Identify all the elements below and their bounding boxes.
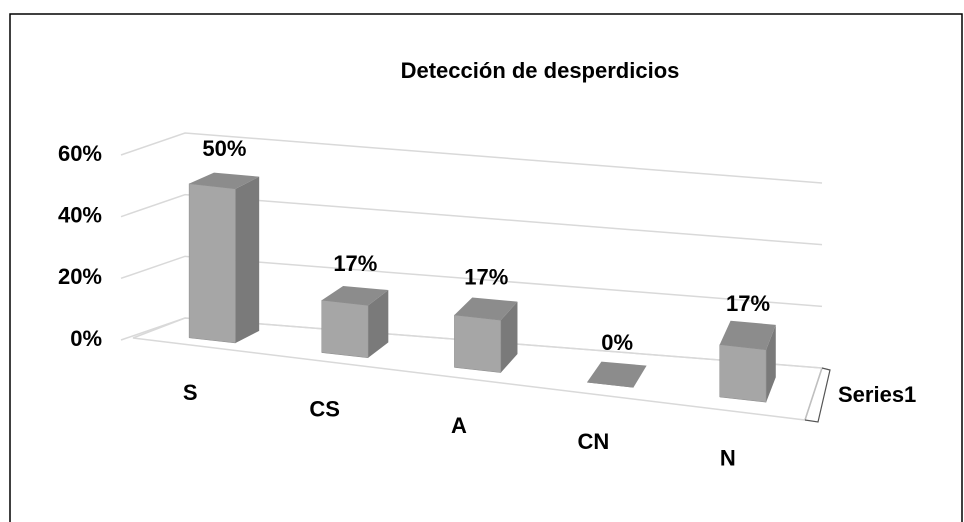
bar-top bbox=[454, 297, 518, 321]
x-tick-label: CN bbox=[578, 429, 610, 454]
value-label: 0% bbox=[601, 330, 633, 355]
bar bbox=[188, 172, 260, 344]
value-label: 50% bbox=[202, 136, 246, 161]
bar-top bbox=[719, 320, 776, 350]
bar-top bbox=[189, 172, 260, 189]
bar bbox=[321, 285, 389, 359]
chart-border bbox=[9, 13, 963, 522]
x-tick-label: N bbox=[720, 446, 736, 471]
y-tick-label: 20% bbox=[58, 264, 102, 289]
y-tick-label: 60% bbox=[58, 141, 102, 166]
chart-title: Detección de desperdicios bbox=[401, 58, 680, 83]
grid-line bbox=[120, 132, 823, 184]
y-tick-label: 0% bbox=[70, 326, 102, 351]
bar-front bbox=[188, 183, 236, 344]
grid-line bbox=[120, 255, 823, 308]
bar-side bbox=[235, 176, 260, 343]
value-label: 17% bbox=[333, 251, 377, 276]
x-tick-label: S bbox=[183, 380, 198, 405]
bar-front bbox=[321, 299, 369, 359]
bar-side bbox=[500, 301, 518, 373]
value-label: 17% bbox=[464, 264, 508, 289]
bar-side bbox=[766, 324, 776, 403]
bar bbox=[454, 297, 518, 373]
series-label: Series1 bbox=[838, 382, 916, 407]
x-tick-label: A bbox=[451, 413, 467, 438]
bar-top bbox=[587, 361, 647, 388]
value-label: 17% bbox=[726, 291, 770, 316]
grid-line bbox=[120, 317, 823, 369]
bar bbox=[719, 320, 776, 403]
y-tick-label: 40% bbox=[58, 202, 102, 227]
bar-side bbox=[368, 290, 389, 358]
grid-line bbox=[120, 193, 823, 246]
depth-bracket bbox=[804, 367, 831, 423]
bar bbox=[587, 361, 647, 388]
bar-front bbox=[719, 344, 767, 403]
bar-front bbox=[454, 314, 502, 373]
depth-axis bbox=[804, 367, 823, 421]
bar-top bbox=[321, 285, 389, 306]
x-tick-label: CS bbox=[309, 396, 340, 421]
